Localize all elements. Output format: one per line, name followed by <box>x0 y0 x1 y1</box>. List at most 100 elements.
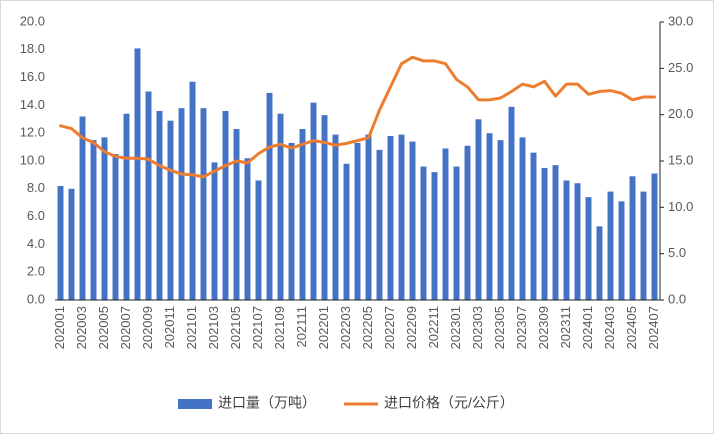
bar <box>629 176 636 300</box>
x-tick-label: 202005 <box>96 306 111 349</box>
y2-tick-label: 15.0 <box>668 152 693 167</box>
bar <box>200 108 207 301</box>
y2-tick-label: 30.0 <box>668 13 693 28</box>
bar <box>574 183 581 300</box>
bar <box>332 134 339 300</box>
x-tick-label: 202401 <box>580 306 595 349</box>
bar <box>90 140 97 300</box>
bar <box>255 180 262 300</box>
bar <box>288 142 295 300</box>
y-tick-label: 8.0 <box>27 180 45 195</box>
bar <box>552 165 559 300</box>
bar <box>563 180 570 300</box>
bar <box>409 141 416 300</box>
bar <box>387 135 394 300</box>
y2-tick-label: 10.0 <box>668 199 693 214</box>
bar <box>453 166 460 300</box>
x-tick-label: 202111 <box>294 306 309 347</box>
bar <box>431 172 438 300</box>
y-tick-label: 10.0 <box>20 152 45 167</box>
x-tick-label: 202305 <box>492 306 507 349</box>
bar <box>167 120 174 300</box>
x-tick-label: 202107 <box>250 306 265 349</box>
bar <box>101 137 108 300</box>
y-tick-label: 20.0 <box>20 13 45 28</box>
x-tick-label: 202103 <box>206 306 221 349</box>
bar <box>442 148 449 300</box>
bar <box>354 142 361 300</box>
bar <box>134 48 141 300</box>
x-tick-label: 202009 <box>140 306 155 349</box>
x-tick-label: 202205 <box>360 306 375 349</box>
bar <box>310 102 317 301</box>
bar <box>541 167 548 300</box>
x-tick-label: 202201 <box>316 306 331 349</box>
bar <box>651 173 658 300</box>
bar <box>497 140 504 300</box>
bar <box>519 137 526 300</box>
x-tick-label: 202105 <box>228 306 243 349</box>
bar <box>585 197 592 300</box>
bar <box>618 201 625 300</box>
legend-label: 进口量（万吨） <box>218 395 316 411</box>
bar <box>189 81 196 301</box>
bar <box>112 154 119 300</box>
x-tick-label: 202203 <box>338 306 353 349</box>
y-tick-label: 12.0 <box>20 125 45 140</box>
bar <box>79 116 86 301</box>
bar <box>321 115 328 300</box>
bar <box>640 191 647 300</box>
bar <box>156 110 163 301</box>
y2-tick-label: 25.0 <box>668 60 693 75</box>
x-tick-label: 202109 <box>272 306 287 349</box>
y-tick-label: 18.0 <box>20 41 45 56</box>
bar <box>376 149 383 300</box>
x-tick-label: 202303 <box>470 306 485 349</box>
x-tick-label: 202207 <box>382 306 397 349</box>
bar <box>211 162 218 300</box>
y-tick-label: 2.0 <box>27 264 45 279</box>
x-tick-label: 202309 <box>536 306 551 349</box>
y-tick-label: 0.0 <box>27 291 45 306</box>
bar <box>233 129 240 300</box>
bar <box>57 186 64 300</box>
x-tick-label: 202001 <box>52 306 67 349</box>
y-tick-label: 14.0 <box>20 97 45 112</box>
bar <box>486 133 493 300</box>
legend: 进口量（万吨） 进口价格（元/公斤） <box>178 395 514 411</box>
bar <box>475 119 482 300</box>
bar <box>508 106 515 300</box>
y2-tick-label: 20.0 <box>668 106 693 121</box>
y2-tick-label: 5.0 <box>668 245 686 260</box>
bar <box>607 191 614 300</box>
bar <box>398 134 405 300</box>
bar <box>244 158 251 300</box>
bar <box>420 166 427 300</box>
bar <box>222 110 229 301</box>
x-tick-label: 202405 <box>624 306 639 349</box>
x-tick-label: 202311 <box>558 306 573 348</box>
bar <box>464 145 471 300</box>
y2-tick-label: 0.0 <box>668 291 686 306</box>
legend-swatch <box>178 399 212 409</box>
y-tick-label: 6.0 <box>27 208 45 223</box>
x-tick-label: 202007 <box>118 306 133 349</box>
line <box>59 55 656 179</box>
x-tick-label: 202209 <box>404 306 419 349</box>
bar <box>596 226 603 300</box>
bar <box>299 129 306 300</box>
bar <box>530 152 537 300</box>
bar <box>145 91 152 300</box>
legend-label: 进口价格（元/公斤） <box>384 395 514 411</box>
y-tick-label: 16.0 <box>20 69 45 84</box>
bar <box>123 113 130 301</box>
bar <box>178 108 185 301</box>
bar <box>266 92 273 300</box>
x-tick-label: 202011 <box>162 306 177 348</box>
bar <box>277 113 284 301</box>
x-tick-label: 202307 <box>514 306 529 349</box>
bar <box>343 163 350 300</box>
x-tick-label: 202301 <box>448 306 463 349</box>
bar <box>68 188 75 300</box>
